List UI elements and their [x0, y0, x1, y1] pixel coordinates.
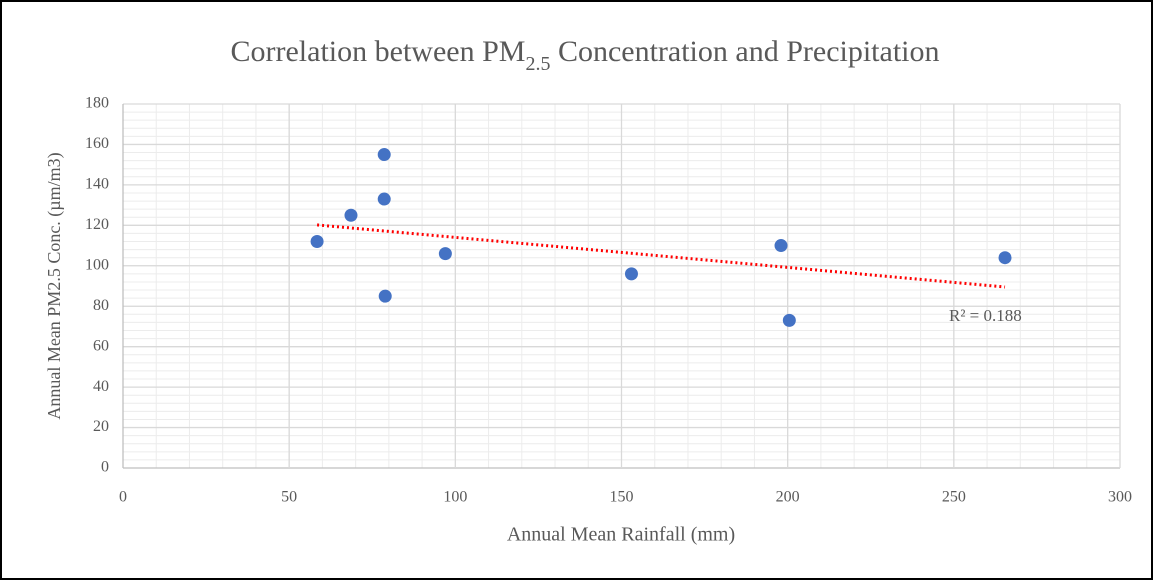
title-subscript: 2.5 — [525, 53, 550, 75]
y-tick-label: 40 — [93, 378, 109, 395]
x-tick-label: 250 — [942, 489, 966, 506]
point — [438, 247, 452, 261]
x-tick-label: 300 — [1108, 489, 1132, 506]
point — [377, 192, 391, 206]
point — [378, 289, 392, 303]
title-text: Correlation between PM — [231, 35, 526, 68]
chart-title: Correlation between PM2.5 Concentration … — [231, 35, 940, 75]
y-tick-label: 20 — [93, 418, 109, 435]
point — [624, 267, 638, 281]
y-tick-label: 160 — [85, 135, 109, 152]
major-grid — [122, 103, 1121, 469]
x-tick-label: 50 — [281, 489, 297, 506]
point — [344, 208, 358, 222]
y-tick-label: 120 — [85, 216, 109, 233]
point — [782, 313, 796, 327]
point — [774, 239, 788, 253]
y-tick-label: 140 — [85, 176, 109, 193]
y-axis-label: Annual Mean PM2.5 Conc. (µm/m3) — [44, 152, 65, 419]
title-text: Concentration and Precipitation — [550, 35, 939, 68]
x-axis-label: Annual Mean Rainfall (mm) — [507, 524, 735, 546]
y-tick-label: 0 — [101, 459, 109, 476]
point — [310, 235, 324, 249]
x-tick-label: 0 — [119, 489, 127, 506]
x-tick-label: 150 — [610, 489, 634, 506]
point — [377, 148, 391, 162]
y-tick-label: 80 — [93, 297, 109, 314]
y-tick-label: 180 — [85, 95, 109, 112]
trendline — [316, 223, 1006, 289]
y-tick-label: 60 — [93, 337, 109, 354]
y-tick-label: 100 — [85, 256, 109, 273]
point — [998, 251, 1012, 265]
x-tick-label: 100 — [443, 489, 467, 506]
x-tick-label: 200 — [776, 489, 800, 506]
annotation: R² = 0.188 — [949, 306, 1022, 325]
